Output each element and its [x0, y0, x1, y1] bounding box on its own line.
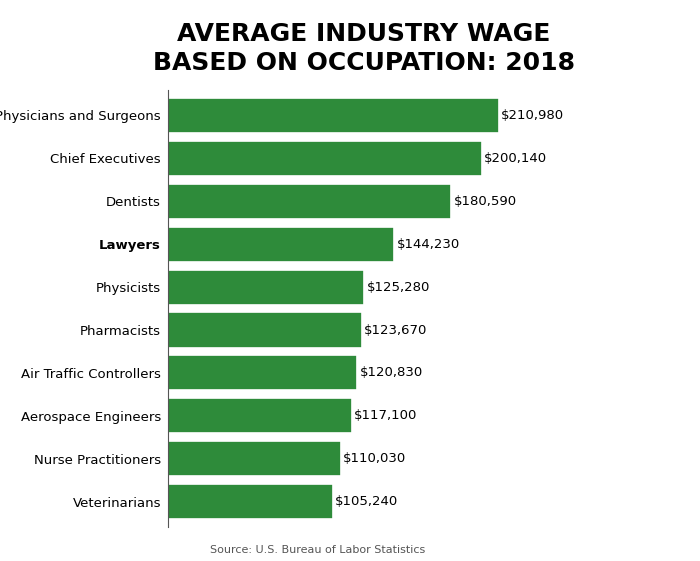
Text: $144,230: $144,230 [396, 238, 460, 251]
Title: AVERAGE INDUSTRY WAGE
BASED ON OCCUPATION: 2018: AVERAGE INDUSTRY WAGE BASED ON OCCUPATIO… [153, 22, 575, 75]
Text: $123,670: $123,670 [364, 324, 428, 337]
Bar [168, 269, 365, 305]
Text: $120,830: $120,830 [360, 366, 423, 379]
Text: $210,980: $210,980 [501, 109, 564, 122]
Text: $117,100: $117,100 [354, 410, 417, 422]
Bar [168, 312, 362, 348]
Text: Source: U.S. Bureau of Labor Statistics: Source: U.S. Bureau of Labor Statistics [210, 545, 426, 555]
Bar [168, 398, 351, 434]
Bar [168, 183, 452, 219]
Bar [168, 98, 499, 133]
Text: $105,240: $105,240 [335, 495, 398, 508]
Bar [168, 484, 333, 519]
Bar [168, 227, 394, 262]
Text: $125,280: $125,280 [367, 280, 430, 293]
Text: $180,590: $180,590 [454, 195, 517, 208]
Bar [168, 441, 340, 476]
Bar [168, 141, 482, 176]
Bar [168, 355, 358, 390]
Text: $110,030: $110,030 [343, 452, 406, 465]
Text: $200,140: $200,140 [484, 152, 547, 165]
